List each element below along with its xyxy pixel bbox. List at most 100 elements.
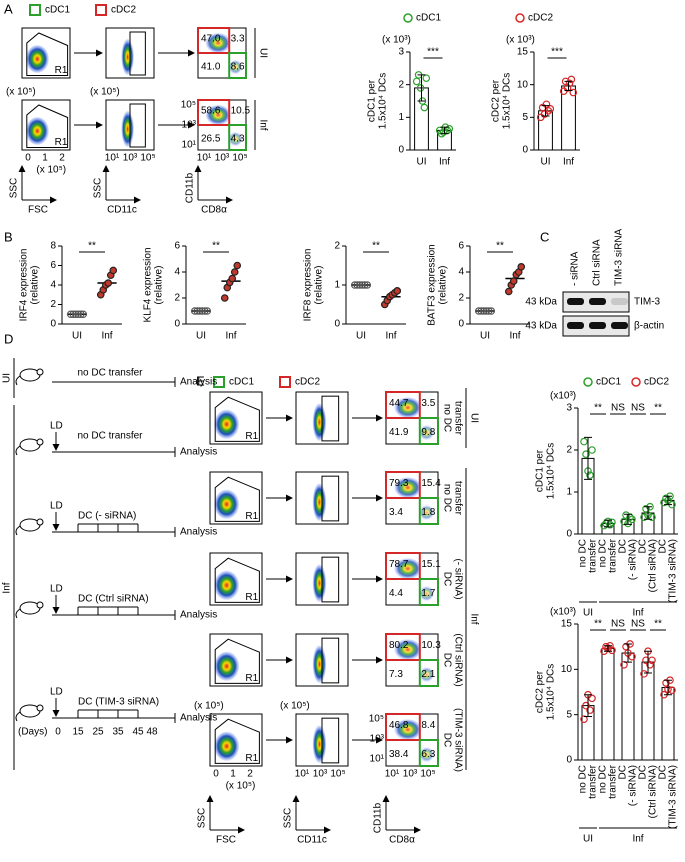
y-tick-label: 0 [458,319,464,330]
error-bar [417,74,426,102]
error-bar [644,650,652,674]
tick-label: 1 [230,769,236,780]
gate [321,556,340,603]
gate [214,396,260,442]
axis-label: SSC [93,178,104,199]
density [25,45,49,73]
data-point [646,660,654,669]
y-axis-label: KLF4 expression [143,247,154,322]
protein-label: TIM-3 [634,297,661,308]
x-tick-label: DC [618,539,629,553]
gate [321,475,340,522]
density [214,570,240,600]
tick-label: 10¹ [370,754,385,765]
data-point [412,77,421,86]
gate [129,31,146,76]
data-point [76,310,85,319]
data-point [355,281,364,289]
mouse-icon [36,368,44,376]
row-label: (- siRNA) [452,558,463,599]
gate [321,637,340,684]
gate-cdc2 [197,27,231,54]
y-axis-label: (relative) [438,266,449,305]
axis-multiplier: (x 10⁵) [194,701,224,712]
blot-band [589,322,606,329]
schedule-label: no DC transfer [77,431,143,442]
density [419,667,434,682]
y-axis-label: IRF4 expression [19,249,30,322]
density [394,639,422,660]
data-point [509,277,518,285]
gate-label: R1 [245,511,258,522]
x-tick-label: transfer [588,538,599,573]
x-tick-label: DC [638,539,649,553]
day-label: 0 [55,727,61,738]
analysis-label: Analysis [180,447,217,458]
x-tick-label: Inf [509,331,520,342]
data-point [422,74,431,82]
legend-marker [515,13,525,23]
data-point [230,268,239,276]
density [214,651,240,681]
tick-label: 10¹ [295,769,310,780]
error-bar [664,495,672,506]
tick-label: 10³ [370,734,385,745]
y-tick-label: 2 [566,445,572,456]
tick-label: 0 [213,769,219,780]
day-label: 35 [112,727,124,738]
y-tick-label: 1 [566,487,572,498]
data-point [648,656,656,665]
quadrant-value: 4.3 [231,134,245,145]
x-tick-label: DC [658,765,669,779]
density [312,483,327,521]
panel-label: D [4,331,13,346]
tick-label: 10³ [403,769,418,780]
y-tick-label: 0 [174,319,180,330]
x-tick-label: UI [480,331,490,342]
data-point [420,103,429,112]
quadrant-value: 44.7 [389,398,409,409]
axis-multiplier: (x 10⁵) [90,87,120,98]
error-bar [584,694,592,717]
row-label: DC [441,653,452,667]
data-point [203,307,212,315]
data-point [479,307,488,315]
row-label: (Ctrl siRNA) [452,633,463,686]
quadrant-value: 10.5 [231,106,251,117]
y-tick-label: 3 [566,403,572,414]
y-axis-label: 1.5x10⁴ DCs [546,443,557,500]
gate-cdc1 [228,52,247,79]
data-point [482,307,491,315]
gate [214,476,260,522]
data-point [563,84,572,92]
y-tick-label: 2 [50,299,56,310]
y-tick-label: 6 [50,260,56,271]
data-point [193,307,202,315]
axis-label: CD11b [373,802,384,833]
x-tick-label: DC [638,765,649,779]
data-point [660,498,668,507]
axis-multiplier: (x 10⁵) [226,781,256,792]
schedule-label: DC (TIM-3 siRNA) [78,697,159,708]
mouse-icon [36,704,44,712]
gate-cdc1 [228,124,247,151]
mouse-icon [15,608,21,619]
quadrant-value: 4.4 [389,588,403,599]
legend-label: cDC2 [295,377,320,388]
data-point [445,124,454,133]
quadrant-value: 7.3 [389,669,403,680]
data-point [487,307,496,315]
axis-label: SSC [283,808,294,829]
y-axis-label: 1.5x10⁴ DCs [502,73,513,130]
tick-label: 10³ [313,769,328,780]
day-label: 15 [72,727,84,738]
y-tick-label: 0 [50,319,56,330]
data-point [546,105,555,113]
data-point [195,307,204,315]
data-point [104,279,113,287]
data-point [567,75,576,84]
gate [214,557,260,603]
data-point [668,686,676,694]
tick-label: 2 [247,769,253,780]
marker-size: 43 kDa [525,297,557,308]
